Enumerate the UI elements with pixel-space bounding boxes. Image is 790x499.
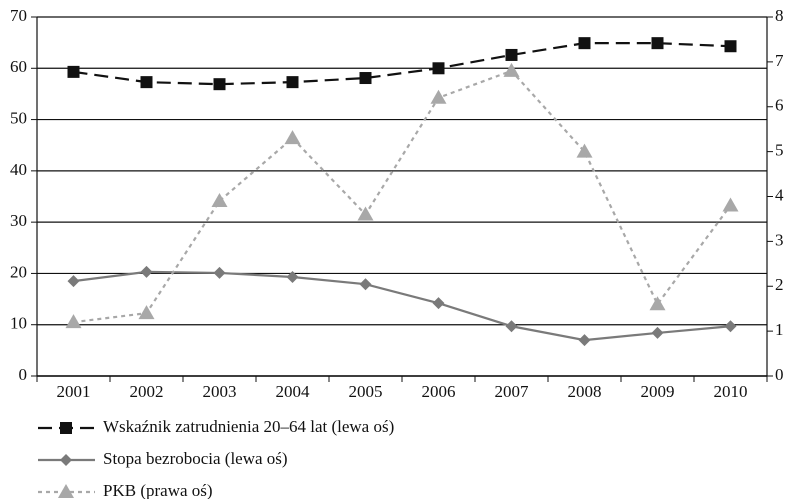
marker (286, 76, 299, 89)
marker (357, 206, 374, 221)
y2-tick-label: 7 (775, 51, 784, 70)
marker (432, 297, 445, 310)
y2-tick-label: 2 (775, 275, 784, 294)
legend-marker (60, 454, 72, 466)
marker (505, 48, 518, 61)
marker (359, 278, 372, 291)
marker (649, 296, 666, 311)
marker (430, 89, 447, 104)
y-tick-label: 70 (10, 6, 27, 25)
y2-tick-label: 6 (775, 96, 784, 115)
legend-label: Stopa bezrobocia (lewa oś) (103, 449, 288, 468)
y-tick-label: 60 (10, 57, 27, 76)
x-tick-label: 2002 (130, 382, 164, 401)
marker (722, 197, 739, 212)
marker (67, 275, 80, 288)
marker (505, 320, 518, 333)
marker (578, 37, 591, 50)
y-tick-label: 10 (10, 314, 27, 333)
y-tick-label: 40 (10, 160, 27, 179)
marker (724, 320, 737, 333)
marker (724, 40, 737, 53)
marker (65, 314, 82, 329)
y2-tick-label: 3 (775, 230, 784, 249)
x-tick-label: 2009 (641, 382, 675, 401)
marker (286, 271, 299, 284)
marker (213, 266, 226, 279)
series-line (73, 42, 731, 86)
series-line (73, 270, 731, 342)
marker (651, 326, 664, 339)
x-tick-label: 2003 (203, 382, 237, 401)
legend-marker (58, 484, 74, 498)
marker (284, 130, 301, 145)
y-tick-label: 0 (19, 365, 28, 384)
marker (213, 78, 226, 91)
legend-label: Wskaźnik zatrudnienia 20–64 lat (lewa oś… (103, 417, 394, 436)
marker (211, 192, 228, 207)
marker (140, 265, 153, 278)
x-tick-label: 2007 (495, 382, 530, 401)
marker (651, 37, 664, 50)
x-tick-label: 2004 (276, 382, 311, 401)
y2-tick-label: 4 (775, 185, 784, 204)
marker (503, 62, 520, 77)
legend-label: PKB (prawa oś) (103, 481, 213, 499)
marker (359, 72, 372, 85)
y-tick-label: 50 (10, 108, 27, 127)
x-tick-label: 2010 (714, 382, 748, 401)
marker (576, 143, 593, 158)
marker (432, 62, 445, 75)
x-tick-label: 2005 (349, 382, 383, 401)
y2-tick-label: 0 (775, 365, 784, 384)
marker (138, 305, 155, 320)
series-line (73, 69, 732, 324)
marker (140, 76, 153, 89)
marker (67, 65, 80, 78)
y2-tick-label: 1 (775, 320, 784, 339)
y2-tick-label: 8 (775, 6, 784, 25)
y2-tick-label: 5 (775, 141, 784, 160)
marker (578, 334, 591, 347)
legend-marker (60, 422, 72, 434)
x-tick-label: 2006 (422, 382, 456, 401)
y-tick-label: 20 (10, 262, 27, 281)
y-tick-label: 30 (10, 211, 27, 230)
x-tick-label: 2001 (57, 382, 91, 401)
x-tick-label: 2008 (568, 382, 602, 401)
